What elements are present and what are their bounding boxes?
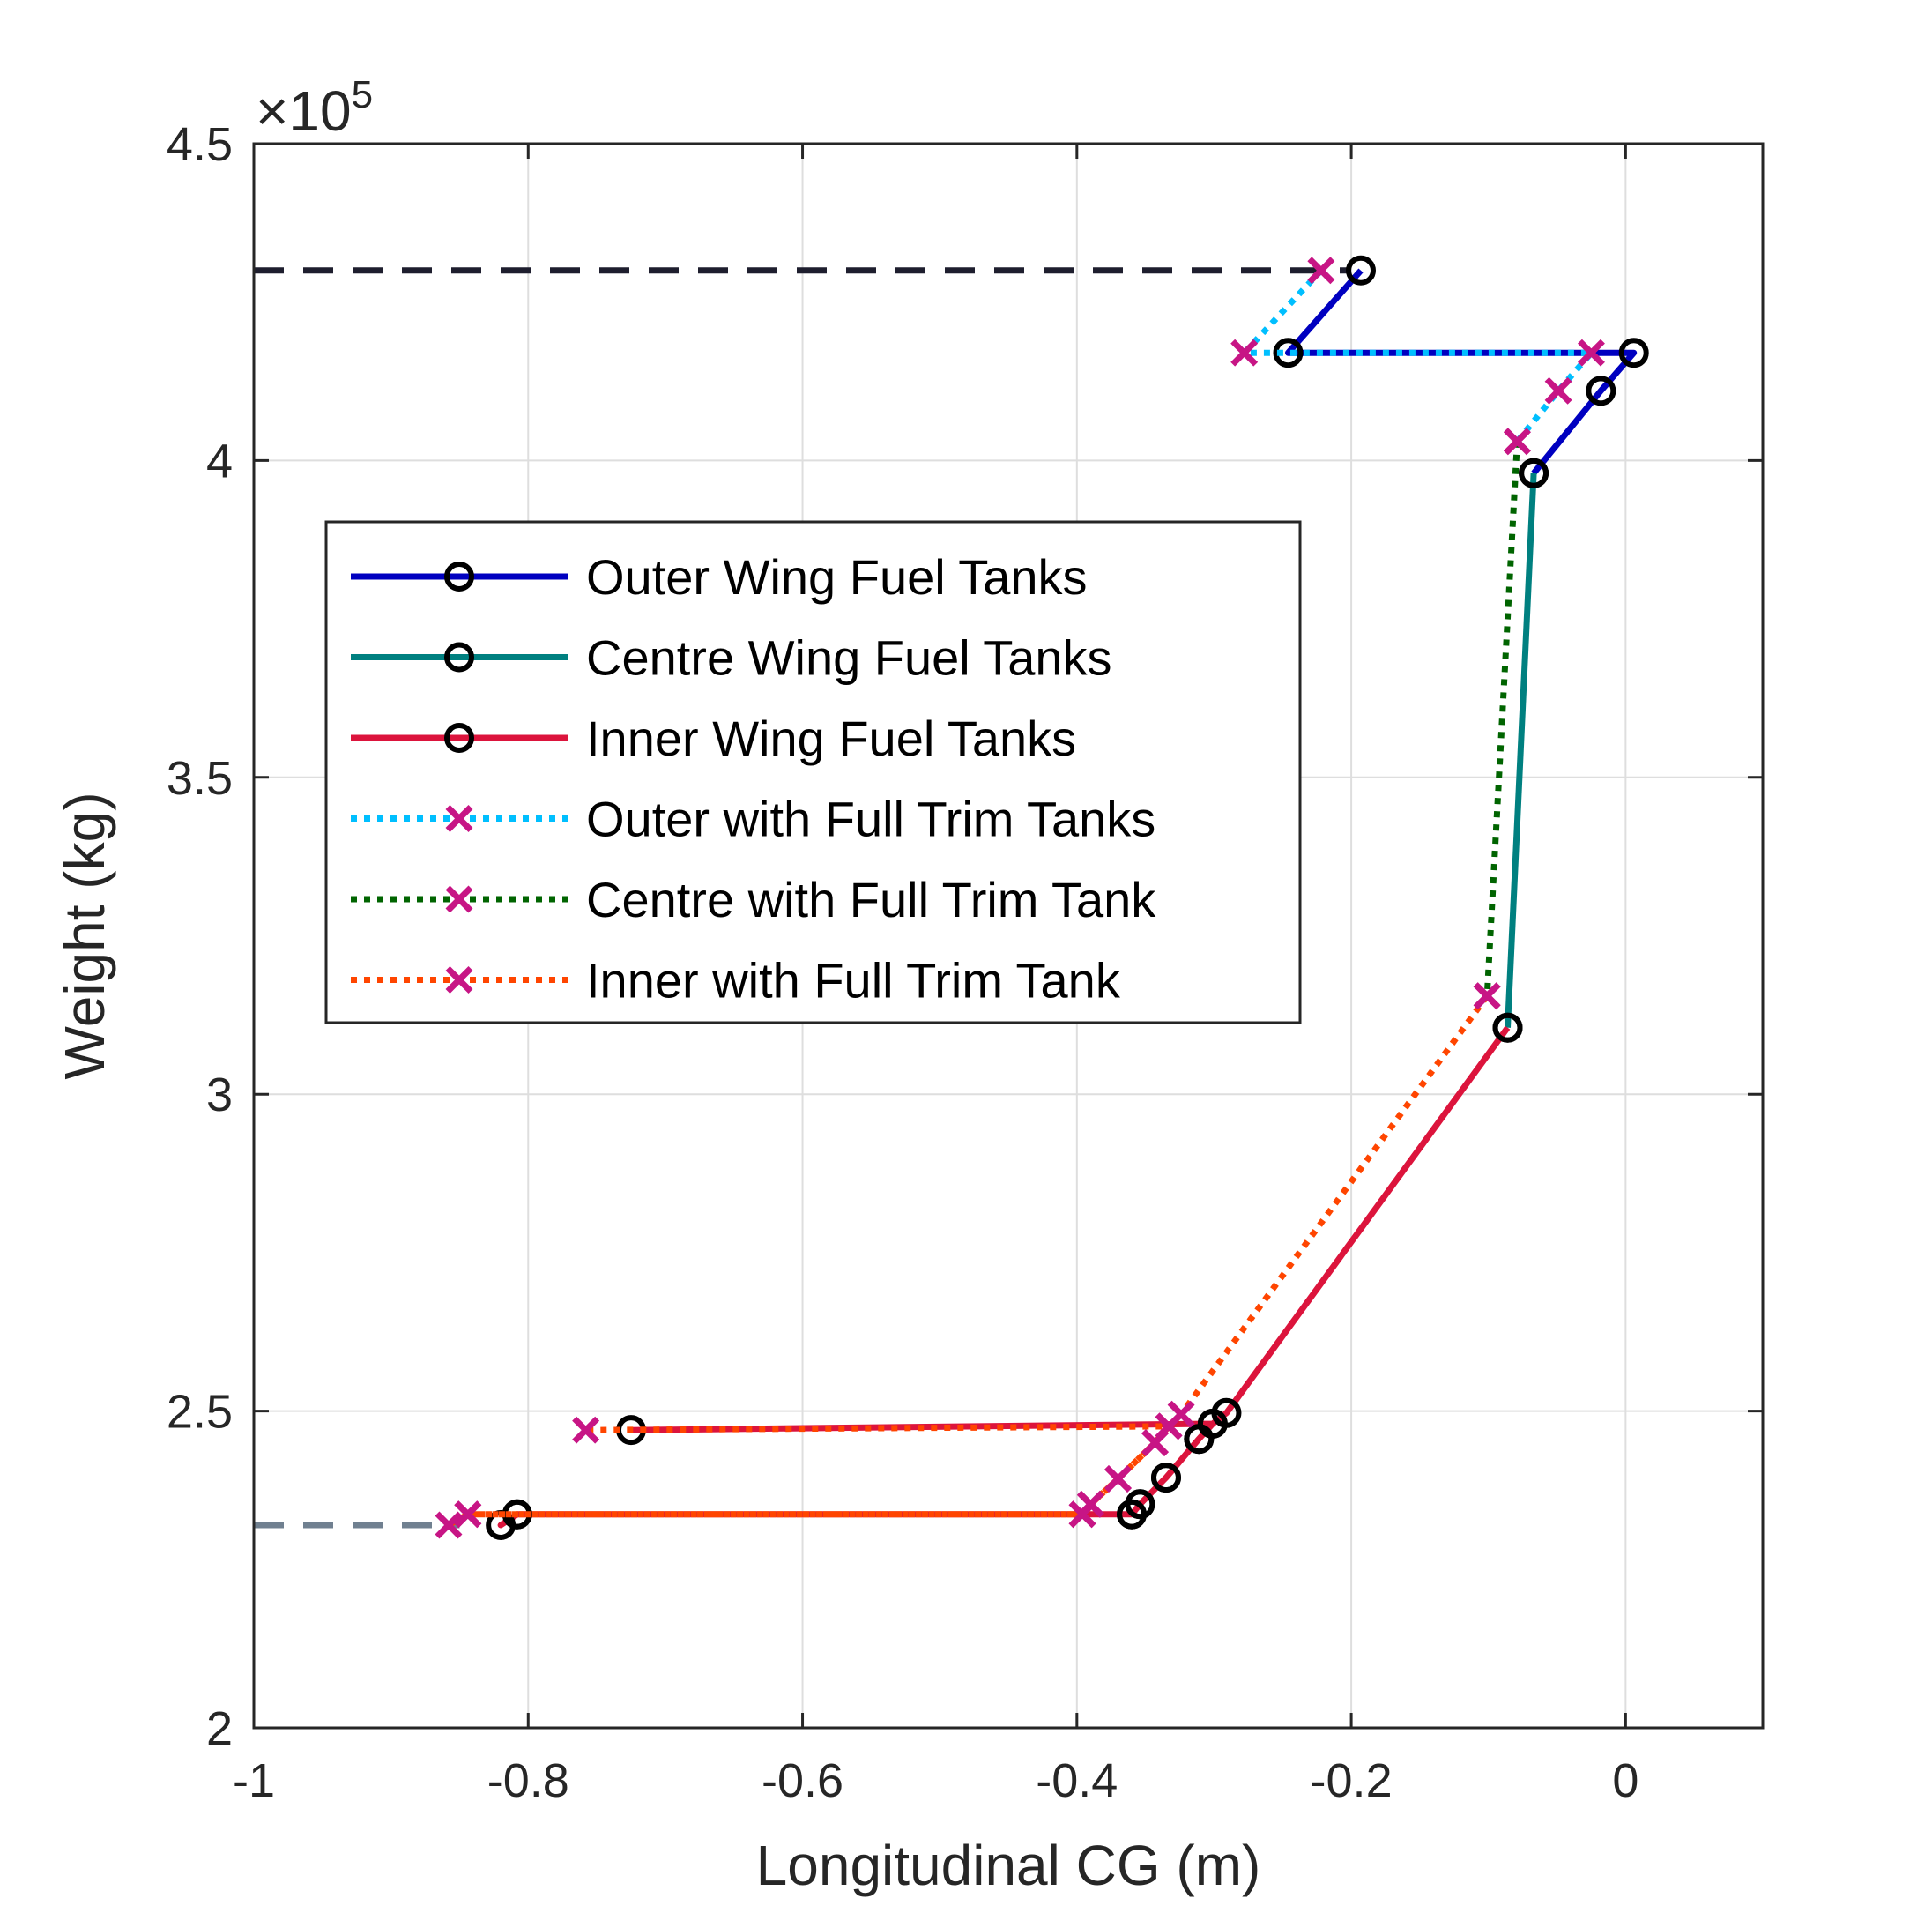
legend-label: Outer Wing Fuel Tanks — [586, 549, 1088, 605]
y-tick-label: 2.5 — [167, 1386, 233, 1439]
legend-marker — [445, 805, 473, 832]
x-tick-label: -1 — [233, 1754, 275, 1807]
legend-item: Centre with Full Trim Tank — [351, 872, 1156, 927]
data-point — [1577, 339, 1605, 367]
data-point — [1473, 982, 1501, 1010]
data-point — [1345, 255, 1376, 286]
y-axis-title: Weight (kg) — [53, 792, 116, 1079]
y-axis-exponent: ×105 — [256, 73, 373, 143]
legend-item: Inner with Full Trim Tank — [351, 953, 1121, 1009]
x-marker-stroke — [1544, 376, 1572, 405]
data-point — [1104, 1465, 1132, 1493]
y-tick-labels: 2 2.5 3 3.5 4 4.5 — [167, 118, 233, 1755]
legend-item: Centre Wing Fuel Tanks — [351, 630, 1112, 686]
series-line — [1285, 268, 1638, 476]
data-point — [1197, 1408, 1228, 1439]
axis-ticks — [252, 142, 1763, 1730]
x-tick-label: -0.8 — [487, 1754, 569, 1807]
legend-label: Outer with Full Trim Tanks — [586, 792, 1155, 847]
data-point — [1230, 339, 1259, 367]
legend-marker — [445, 966, 473, 994]
data-point — [1618, 338, 1649, 368]
legend-box — [324, 520, 1302, 1024]
series-6 — [435, 982, 1501, 1539]
data-point — [1155, 1412, 1183, 1440]
data-point — [1150, 1463, 1181, 1493]
series-line — [1241, 268, 1594, 444]
y-exponent-prefix: ×10 — [256, 79, 352, 143]
plot-area-frame — [252, 142, 1765, 1730]
data-point — [1586, 376, 1616, 406]
y-tick-label: 4.5 — [167, 118, 233, 171]
x-tick-labels: -1 -0.8 -0.6 -0.4 -0.2 0 — [233, 1754, 1638, 1807]
x-marker-stroke — [445, 805, 473, 832]
data-point — [1307, 257, 1335, 285]
series-line — [1505, 473, 1537, 1028]
legend-marker — [444, 642, 474, 673]
reference-lines — [254, 267, 1352, 1529]
x-marker-stroke — [454, 1500, 482, 1529]
x-marker-stroke — [1473, 982, 1501, 1010]
x-tick-label: -0.2 — [1311, 1754, 1393, 1807]
legend-marker — [445, 885, 473, 913]
x-marker-stroke — [435, 1511, 463, 1539]
x-marker-stroke — [1577, 339, 1605, 367]
x-marker-stroke — [445, 966, 473, 994]
x-marker-stroke — [445, 885, 473, 913]
x-marker-stroke — [1076, 1490, 1104, 1518]
data-point — [454, 1500, 482, 1529]
x-marker-stroke — [572, 1416, 600, 1444]
data-point — [1503, 428, 1531, 456]
legend-label: Centre with Full Trim Tank — [586, 872, 1156, 927]
y-tick-label: 2 — [206, 1702, 233, 1755]
x-marker-stroke — [1155, 1412, 1183, 1440]
y-tick-label: 3 — [206, 1068, 233, 1121]
data-point — [1125, 1489, 1155, 1520]
x-tick-label: -0.4 — [1036, 1754, 1118, 1807]
legend-label: Centre Wing Fuel Tanks — [586, 630, 1112, 686]
data-point — [435, 1511, 463, 1539]
legend-label: Inner with Full Trim Tank — [586, 953, 1121, 1009]
series-layer — [435, 255, 1649, 1540]
x-tick-label: -0.6 — [762, 1754, 843, 1807]
y-exponent-power: 5 — [352, 73, 373, 116]
legend-item: Outer with Full Trim Tanks — [351, 792, 1155, 847]
legend: Outer Wing Fuel Tanks Centre Wing Fuel Ta… — [324, 520, 1302, 1024]
data-point — [1544, 376, 1572, 405]
legend-label: Inner Wing Fuel Tanks — [586, 711, 1076, 766]
data-point — [1519, 458, 1549, 488]
data-point — [1076, 1490, 1104, 1518]
x-marker-stroke — [1104, 1465, 1132, 1493]
legend-marker — [444, 562, 474, 592]
legend-marker — [444, 723, 474, 753]
x-marker-stroke — [1503, 428, 1531, 456]
y-tick-label: 3.5 — [167, 752, 233, 805]
data-point — [1492, 1012, 1523, 1043]
x-axis-title: Longitudinal CG (m) — [756, 1834, 1261, 1897]
legend-item: Outer Wing Fuel Tanks — [351, 549, 1088, 605]
data-point — [572, 1416, 600, 1444]
x-tick-label: 0 — [1612, 1754, 1638, 1807]
legend-item: Inner Wing Fuel Tanks — [351, 711, 1076, 766]
x-marker-stroke — [1230, 339, 1259, 367]
x-marker-stroke — [1307, 257, 1335, 285]
y-tick-label: 4 — [206, 435, 233, 488]
data-point — [1273, 338, 1304, 368]
